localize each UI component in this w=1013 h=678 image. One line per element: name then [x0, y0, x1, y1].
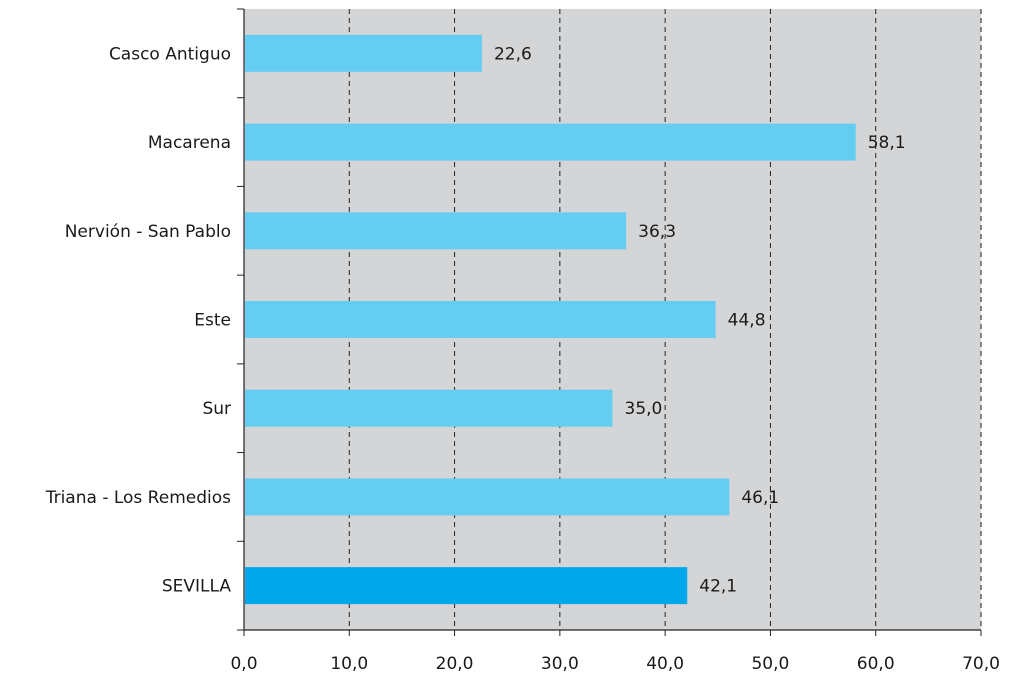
- category-label: Triana - Los Remedios: [45, 488, 231, 508]
- bars: [245, 34, 856, 605]
- bar: [245, 567, 688, 605]
- x-tick-label: 10,0: [330, 654, 368, 674]
- x-tick-label: 20,0: [436, 654, 474, 674]
- x-tick-label: 50,0: [751, 654, 789, 674]
- category-label: Casco Antiguo: [109, 44, 231, 64]
- data-label: 44,8: [728, 311, 766, 331]
- data-label: 22,6: [494, 44, 532, 64]
- x-tick-label: 70,0: [962, 654, 1000, 674]
- category-label: Sur: [202, 399, 231, 419]
- bar: [245, 389, 613, 427]
- labels: 22,6 Casco Antiguo 58,1 Macarena 36,3 Nervión…: [45, 44, 1000, 674]
- x-tick-label: 30,0: [541, 654, 579, 674]
- data-label: 36,3: [638, 222, 676, 242]
- bar: [245, 123, 856, 161]
- bar: [245, 212, 627, 250]
- bar: [245, 34, 482, 72]
- bar: [245, 301, 716, 338]
- category-label: Nervión - San Pablo: [65, 222, 231, 242]
- category-label: Este: [194, 311, 231, 331]
- bar: [245, 478, 730, 516]
- data-label: 42,1: [699, 577, 737, 597]
- x-tick-label: 40,0: [646, 654, 684, 674]
- category-label: Macarena: [148, 133, 231, 153]
- x-tick-label: 60,0: [857, 654, 895, 674]
- axes: [237, 8, 982, 636]
- data-label: 58,1: [868, 133, 906, 153]
- x-tick-label: 0,0: [230, 654, 257, 674]
- category-label: SEVILLA: [162, 577, 232, 597]
- data-label: 35,0: [625, 399, 663, 419]
- data-label: 46,1: [741, 488, 779, 508]
